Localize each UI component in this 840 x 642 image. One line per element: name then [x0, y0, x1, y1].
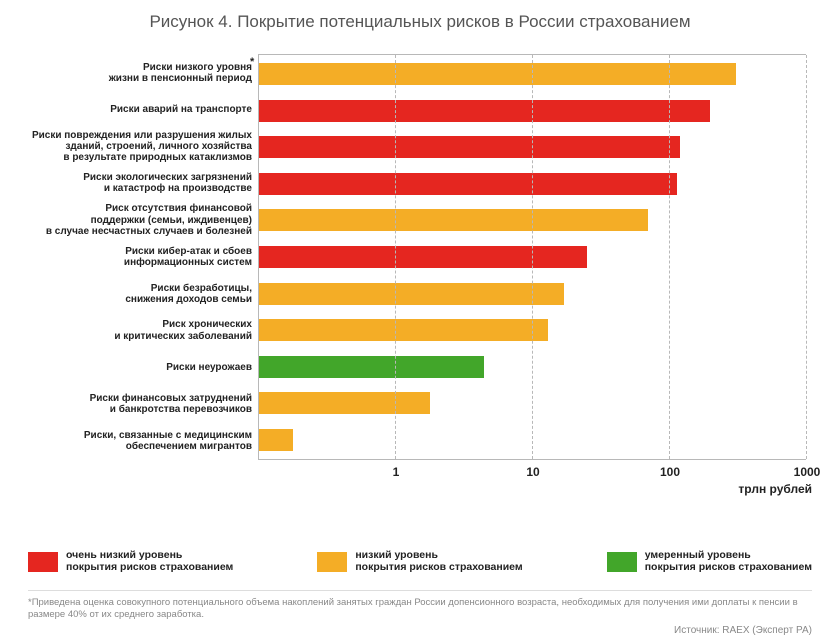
category-label: Риски аварий на транспорте: [28, 99, 252, 121]
legend-label: очень низкий уровень покрытия рисков стр…: [66, 550, 233, 574]
legend-swatch: [317, 552, 347, 572]
source-label: Источник: RAEX (Эксперт РА): [674, 625, 812, 636]
bar: [258, 392, 430, 414]
category-label: Риски экологических загрязнений и катаст…: [28, 172, 252, 194]
asterisk-marker: *: [250, 56, 254, 68]
bar: [258, 100, 710, 122]
category-labels: Риски низкого уровня жизни в пенсионный …: [28, 62, 252, 452]
legend-swatch: [607, 552, 637, 572]
category-label: Риски кибер-атак и сбоев информационных …: [28, 246, 252, 268]
legend-label: умеренный уровень покрытия рисков страхо…: [645, 550, 812, 574]
x-tick-label: 1: [393, 459, 400, 479]
bar: [258, 319, 548, 341]
category-label: Риск отсутствия финансовой поддержки (се…: [28, 209, 252, 231]
bar: [258, 246, 587, 268]
bar: [258, 173, 677, 195]
plot-area: 1 10 100 1000: [258, 54, 806, 460]
legend-item: очень низкий уровень покрытия рисков стр…: [28, 550, 233, 574]
grid-line: 1000: [806, 55, 807, 459]
bar: [258, 136, 680, 158]
grid-line: 1: [395, 55, 396, 459]
legend: очень низкий уровень покрытия рисков стр…: [28, 550, 812, 574]
category-label: Риск хронических и критических заболеван…: [28, 320, 252, 342]
x-tick-label: 1000: [794, 459, 821, 479]
x-tick-label: 100: [660, 459, 680, 479]
category-label: Риски, связанные с медицинским обеспечен…: [28, 430, 252, 452]
category-label: Риски неурожаев: [28, 356, 252, 378]
category-label: Риски повреждения или разрушения жилых з…: [28, 136, 252, 158]
category-label: Риски финансовых затруднений и банкротст…: [28, 393, 252, 415]
bar: [258, 429, 293, 451]
grid-line: 100: [669, 55, 670, 459]
legend-item: умеренный уровень покрытия рисков страхо…: [607, 550, 812, 574]
legend-item: низкий уровень покрытия рисков страхован…: [317, 550, 522, 574]
y-axis-line: [258, 55, 259, 459]
x-axis-unit: трлн рублей: [738, 482, 812, 496]
grid-line: 10: [532, 55, 533, 459]
chart-title: Рисунок 4. Покрытие потенциальных рисков…: [28, 12, 812, 32]
footnote: *Приведена оценка совокупного потенциаль…: [28, 590, 812, 621]
bar: [258, 63, 736, 85]
legend-label: низкий уровень покрытия рисков страхован…: [355, 550, 522, 574]
legend-swatch: [28, 552, 58, 572]
x-tick-label: 10: [526, 459, 539, 479]
bar: [258, 283, 564, 305]
chart: Риски низкого уровня жизни в пенсионный …: [28, 54, 812, 514]
bar: [258, 356, 484, 378]
category-label: Риски низкого уровня жизни в пенсионный …: [28, 62, 252, 84]
figure-container: Рисунок 4. Покрытие потенциальных рисков…: [0, 0, 840, 642]
category-label: Риски безработицы, снижения доходов семь…: [28, 283, 252, 305]
bar: [258, 209, 648, 231]
